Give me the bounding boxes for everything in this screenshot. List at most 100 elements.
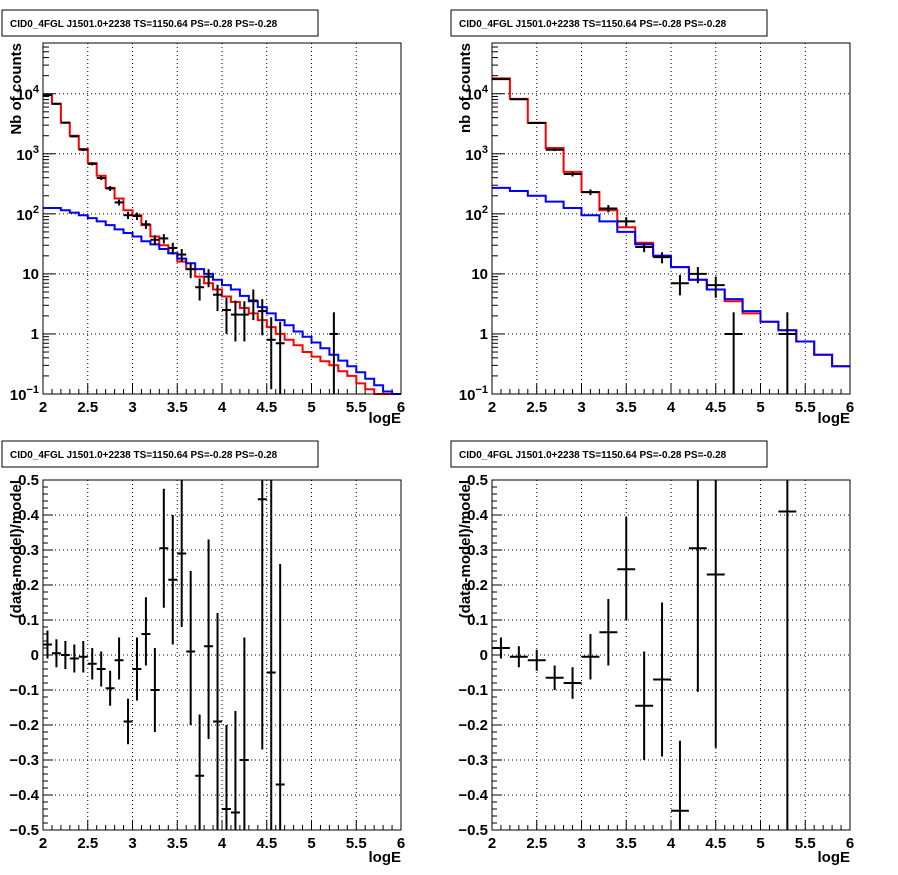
y-tick-label: −0.5 [9,822,39,839]
data-point [266,317,276,390]
x-tick-label: 6 [846,399,854,416]
y-tick-label: 103 [16,144,39,164]
data-point [168,515,178,645]
data-point [509,646,528,668]
chart-bottom-right: CID0_4FGL J1501.0+2238 TS=1150.64 PS=-0.… [450,440,854,866]
data-point [724,312,743,394]
x-tick-label: 3 [128,835,136,852]
chart-title: CID0_4FGL J1501.0+2238 TS=1150.64 PS=-0.… [10,19,278,30]
data-point [653,602,671,757]
y-tick-label: 102 [16,204,39,224]
y-tick-label: 10−1 [10,384,39,404]
data-point [177,248,187,262]
data-point [69,135,79,138]
x-tick-label: 4 [667,399,676,416]
data-point [527,649,546,671]
data-point [671,740,689,830]
chart-title: CID0_4FGL J1501.0+2238 TS=1150.64 PS=-0.… [459,19,727,30]
y-tick-label: −0.2 [9,717,39,734]
data-point [266,480,276,830]
y-axis-title: Nb of counts [8,43,25,135]
plot-frame [491,479,851,831]
data-point [213,284,222,312]
data-point [545,665,564,690]
data-point [671,274,689,296]
y-tick-label: −0.4 [9,787,39,804]
y-tick-label: 0.5 [18,472,39,489]
chart-top-left: CID0_4FGL J1501.0+2238 TS=1150.64 PS=-0.… [1,9,405,427]
x-tick-label: 3.5 [616,835,637,852]
data-point [159,234,169,244]
x-tick-label: 5 [307,399,315,416]
x-axis-title: logE [818,849,851,866]
chart-title: CID0_4FGL J1501.0+2238 TS=1150.64 PS=-0.… [10,450,278,461]
plot-frame [491,42,851,395]
data-point [105,670,115,706]
x-tick-label: 5.5 [795,399,816,416]
x-tick-label: 6 [397,835,405,852]
data-point [778,480,797,830]
data-point [87,648,97,680]
y-tick-label: 1 [480,326,488,343]
y-tick-label: 0.3 [18,542,39,559]
y-tick-label: 0.4 [467,507,489,524]
data-point [599,599,618,666]
data-point [132,637,142,701]
y-tick-label: 0.2 [467,577,488,594]
data-point [141,597,151,666]
data-point [527,122,546,125]
data-point [168,242,178,255]
y-tick-label: −0.5 [458,822,488,839]
data-point [60,121,70,124]
title-box [450,440,768,468]
y-tick-label: 0 [480,647,488,664]
title-box [1,440,319,468]
y-tick-label: −0.1 [9,682,39,699]
series-blue-model [43,207,401,395]
x-axis-title: logE [369,849,402,866]
data-point [545,148,564,152]
data-point [329,312,339,394]
x-tick-label: 6 [397,399,405,416]
y-tick-label: 104 [465,84,489,104]
data-point [195,278,205,301]
y-tick-label: 0.3 [467,542,488,559]
y-tick-label: 0.1 [467,612,488,629]
data-point [688,267,707,284]
x-tick-label: 4.5 [256,835,277,852]
x-tick-label: 4.5 [256,399,277,416]
x-tick-label: 4 [667,835,676,852]
data-point [492,637,510,659]
data-point [132,212,142,220]
x-tick-label: 6 [846,835,854,852]
x-axis-title: logE [369,410,402,427]
data-point [204,269,214,288]
x-tick-label: 5 [756,399,764,416]
y-tick-label: 103 [465,144,488,164]
x-tick-label: 5.5 [346,835,367,852]
x-tick-label: 4 [218,399,227,416]
data-point [150,235,160,246]
data-point [706,276,725,298]
data-point [60,641,70,669]
y-tick-label: 10 [471,266,488,283]
x-tick-label: 3.5 [167,399,188,416]
data-point [78,641,88,673]
x-tick-label: 2.5 [526,399,547,416]
data-point [222,297,231,334]
data-point [177,480,187,627]
data-point [617,516,636,620]
data-point [51,639,61,668]
data-point [195,714,205,830]
data-point [617,217,636,227]
x-tick-label: 2 [488,399,496,416]
data-point [123,211,133,220]
x-tick-label: 3 [128,399,136,416]
y-tick-label: 0 [31,647,39,664]
y-tick-label: 10 [22,266,39,283]
data-point [159,488,169,608]
data-point [78,148,88,152]
data-point [230,711,240,830]
y-tick-label: 0.2 [18,577,39,594]
